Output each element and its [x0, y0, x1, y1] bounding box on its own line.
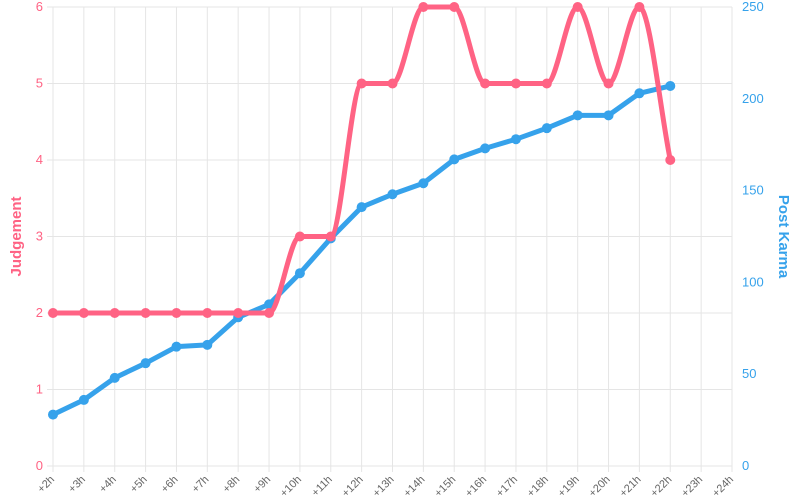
data-point[interactable] — [665, 80, 676, 91]
x-tick-label: +16h — [463, 474, 489, 500]
data-point[interactable] — [171, 308, 182, 318]
left-tick-label: 4 — [36, 152, 43, 167]
x-tick-label: +14h — [401, 474, 427, 500]
data-point[interactable] — [109, 372, 120, 383]
x-tick-label: +19h — [556, 474, 582, 500]
data-point[interactable] — [418, 2, 429, 12]
x-tick-label: +24h — [710, 474, 736, 500]
data-point[interactable] — [264, 299, 275, 310]
data-point[interactable] — [356, 78, 367, 89]
data-point[interactable] — [171, 341, 182, 352]
data-point[interactable] — [603, 110, 614, 121]
left-axis-title: Judgement — [8, 196, 25, 276]
data-point[interactable] — [449, 154, 460, 165]
data-point[interactable] — [140, 358, 151, 369]
data-point[interactable] — [418, 178, 429, 189]
left-axis-ticks: 0 1 2 3 4 5 6 — [36, 0, 43, 473]
x-tick-label: +18h — [525, 474, 551, 500]
data-point[interactable] — [603, 78, 614, 89]
data-point[interactable] — [572, 2, 583, 12]
data-point[interactable] — [233, 308, 244, 318]
data-point[interactable] — [356, 202, 367, 213]
right-tick-label: 100 — [742, 274, 764, 289]
right-axis-title: Post Karma — [775, 195, 792, 279]
x-tick-label: +7h — [190, 474, 212, 496]
x-tick-label: +22h — [648, 474, 674, 500]
data-point[interactable] — [140, 308, 151, 318]
data-point[interactable] — [541, 78, 552, 89]
data-point[interactable] — [510, 134, 521, 145]
x-axis-ticks: +2h +3h +4h +5h +6h +7h +8h +9h +10h +11h +12h +13h… — [35, 474, 736, 500]
x-tick-label: +3h — [66, 474, 88, 496]
data-point[interactable] — [572, 110, 583, 121]
right-tick-label: 0 — [742, 458, 749, 473]
series-judgement — [48, 2, 676, 318]
x-tick-label: +9h — [251, 474, 273, 496]
right-tick-label: 250 — [742, 0, 764, 14]
data-point[interactable] — [202, 308, 213, 318]
data-point[interactable] — [325, 231, 336, 242]
data-point[interactable] — [480, 78, 491, 89]
data-point[interactable] — [387, 78, 398, 89]
data-point[interactable] — [449, 2, 460, 12]
x-tick-label: +21h — [618, 474, 644, 500]
right-tick-label: 200 — [742, 91, 764, 106]
data-point[interactable] — [294, 268, 305, 279]
x-tick-label: +6h — [159, 474, 181, 496]
x-tick-label: +8h — [221, 474, 243, 496]
data-point[interactable] — [78, 308, 89, 318]
data-point[interactable] — [480, 143, 491, 154]
data-point[interactable] — [510, 78, 521, 89]
left-tick-label: 2 — [36, 305, 43, 320]
data-point[interactable] — [48, 308, 58, 318]
data-point[interactable] — [48, 409, 58, 420]
left-tick-label: 0 — [36, 458, 43, 473]
series-layer — [48, 2, 676, 420]
data-point[interactable] — [634, 88, 645, 99]
data-point[interactable] — [264, 308, 275, 318]
x-tick-label: +20h — [587, 474, 613, 500]
data-point[interactable] — [109, 308, 120, 318]
x-tick-label: +11h — [309, 474, 334, 499]
data-point[interactable] — [202, 339, 213, 350]
right-axis-ticks: 0 50 100 150 200 250 — [742, 0, 764, 473]
x-tick-label: +15h — [432, 474, 458, 500]
x-tick-label: +12h — [340, 474, 366, 500]
data-point[interactable] — [634, 2, 645, 12]
data-point[interactable] — [665, 155, 676, 165]
left-tick-label: 5 — [36, 76, 43, 91]
data-point[interactable] — [294, 231, 305, 242]
x-tick-label: +13h — [371, 474, 397, 500]
x-tick-label: +23h — [679, 474, 705, 500]
x-tick-label: +10h — [278, 474, 304, 500]
x-tick-label: +5h — [128, 474, 150, 496]
right-tick-label: 150 — [742, 183, 764, 198]
x-tick-label: +17h — [494, 474, 520, 500]
left-tick-label: 3 — [36, 229, 43, 244]
x-tick-label: +4h — [97, 474, 119, 496]
x-tick-label: +2h — [35, 474, 57, 496]
left-tick-label: 1 — [36, 382, 43, 397]
data-point[interactable] — [387, 189, 398, 200]
data-point[interactable] — [541, 123, 552, 134]
left-tick-label: 6 — [36, 0, 43, 14]
data-point[interactable] — [78, 394, 89, 405]
grid — [47, 6, 733, 472]
right-tick-label: 50 — [742, 366, 756, 381]
